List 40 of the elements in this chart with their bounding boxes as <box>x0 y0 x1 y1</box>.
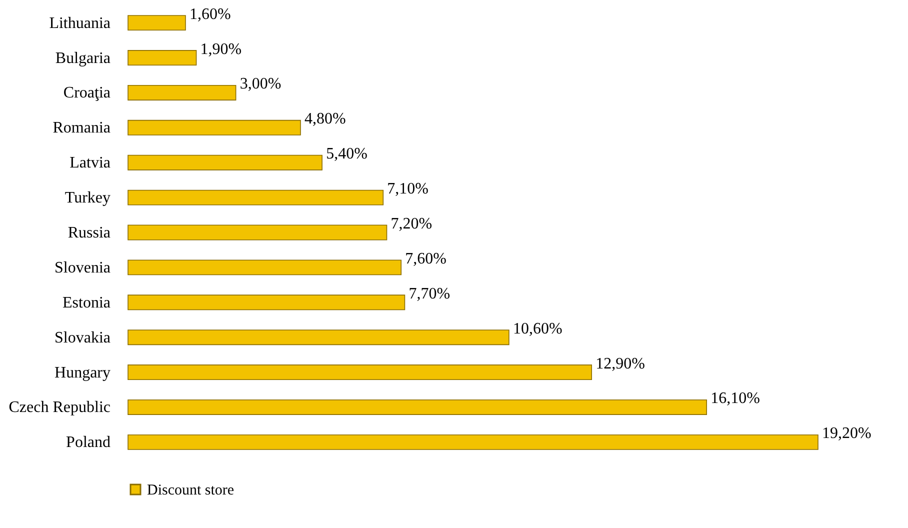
bar <box>128 399 707 415</box>
bar <box>128 15 186 31</box>
bar <box>128 120 301 136</box>
data-label: 7,10% <box>387 180 428 198</box>
y-tick-label: Bulgaria <box>55 50 110 67</box>
bar <box>128 260 402 276</box>
y-tick-label: Croaţia <box>63 84 110 102</box>
y-tick-label: Russia <box>68 224 110 242</box>
y-tick-label: Turkey <box>64 190 110 207</box>
bar <box>128 50 197 66</box>
data-label: 3,00% <box>240 76 282 93</box>
bar <box>128 224 388 240</box>
data-label: 19,20% <box>822 425 872 442</box>
y-tick-label: Lithuania <box>49 14 110 32</box>
y-tick-label: Romania <box>52 120 110 137</box>
bar <box>128 190 384 206</box>
bar <box>128 84 236 100</box>
bar <box>128 364 592 380</box>
data-label: 4,80% <box>304 110 346 128</box>
bar <box>128 434 818 450</box>
y-tick-label: Czech Republic <box>8 399 110 416</box>
data-label: 16,10% <box>710 390 760 408</box>
data-label: 5,40% <box>326 146 368 163</box>
data-label: 12,90% <box>596 355 645 372</box>
y-tick-label: Hungary <box>54 364 110 382</box>
bar <box>128 330 510 346</box>
data-label: 10,60% <box>512 320 562 338</box>
bar <box>128 294 406 310</box>
data-label: 1,90% <box>200 40 242 58</box>
data-label: 7,20% <box>390 216 432 232</box>
bar <box>128 154 322 170</box>
data-label: 1,60% <box>190 6 231 23</box>
legend-label: Discount store <box>147 482 234 498</box>
y-tick-label: Slovenia <box>54 259 110 276</box>
y-tick-label: Poland <box>66 434 110 452</box>
data-label: 7,60% <box>405 250 446 268</box>
y-tick-label: Latvia <box>70 154 110 172</box>
y-tick-label: Estonia <box>62 294 110 312</box>
y-tick-label: Slovakia <box>54 329 110 346</box>
data-label: 7,70% <box>408 285 450 302</box>
